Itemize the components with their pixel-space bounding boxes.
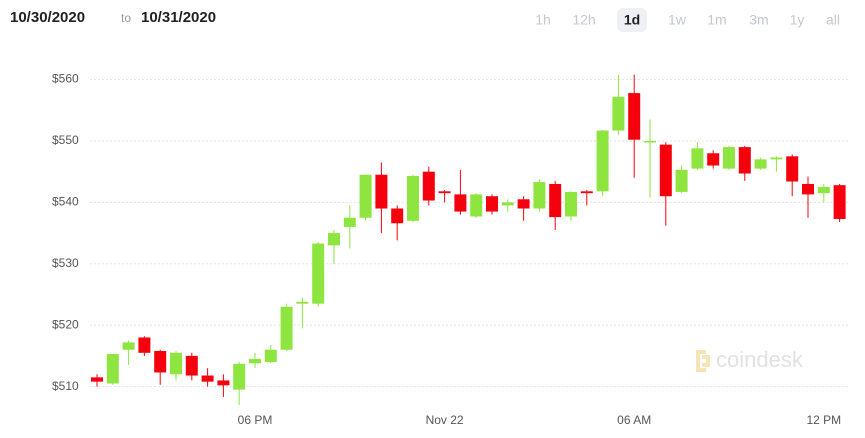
x-tick-label: Nov 22 bbox=[426, 413, 464, 427]
candle-body bbox=[375, 174, 388, 209]
candle-body bbox=[565, 191, 577, 217]
candle-body bbox=[359, 174, 372, 218]
candle-body bbox=[185, 355, 198, 376]
watermark: coindesk bbox=[696, 347, 804, 372]
candle-body bbox=[738, 147, 751, 174]
candle-body bbox=[675, 169, 688, 192]
candle-body bbox=[91, 377, 103, 382]
y-tick-label: $520 bbox=[52, 317, 79, 331]
header: 10/30/2020 to 10/31/2020 bbox=[10, 9, 216, 26]
date-to: 10/31/2020 bbox=[141, 9, 216, 26]
candle-body bbox=[106, 354, 119, 384]
x-tick-label: 06 AM bbox=[617, 413, 651, 427]
candle-body bbox=[201, 375, 214, 382]
candle-body bbox=[659, 144, 672, 197]
watermark-logo bbox=[696, 350, 710, 372]
candle-body bbox=[312, 243, 325, 304]
y-tick-label: $510 bbox=[52, 379, 79, 393]
candle-body bbox=[707, 153, 720, 166]
candle-body bbox=[454, 194, 467, 212]
candle-body bbox=[517, 199, 530, 209]
candle-body bbox=[723, 147, 735, 169]
candle-body bbox=[138, 337, 151, 353]
candle-body bbox=[628, 93, 641, 140]
candle-body bbox=[833, 185, 846, 219]
range-button[interactable]: 1w bbox=[668, 12, 687, 28]
candle-body bbox=[501, 202, 514, 206]
range-button[interactable]: all bbox=[826, 12, 840, 28]
candle-body bbox=[154, 350, 167, 373]
date-from: 10/30/2020 bbox=[10, 9, 85, 26]
y-tick-label: $540 bbox=[52, 195, 79, 209]
candle-body bbox=[407, 175, 419, 221]
y-tick-label: $530 bbox=[52, 256, 79, 270]
candle-body bbox=[233, 363, 246, 390]
candle-body bbox=[391, 208, 404, 224]
range-button[interactable]: 1m bbox=[707, 12, 726, 28]
candle-body bbox=[264, 349, 277, 363]
candle-body bbox=[122, 342, 135, 350]
candle-body bbox=[328, 233, 340, 246]
candle-body bbox=[249, 358, 261, 364]
x-tick-label: 12 PM bbox=[806, 413, 841, 427]
range-button[interactable]: 1y bbox=[790, 12, 805, 28]
candle-body bbox=[691, 148, 704, 169]
candle-body bbox=[438, 191, 451, 194]
candle-body bbox=[280, 306, 293, 350]
x-tick-label: 06 PM bbox=[238, 413, 273, 427]
candle-body bbox=[770, 157, 783, 160]
candle-body bbox=[802, 183, 814, 195]
y-tick-label: $560 bbox=[52, 72, 79, 86]
range-button[interactable]: 3m bbox=[749, 12, 768, 28]
watermark-text: coindesk bbox=[716, 347, 804, 372]
candle-body bbox=[596, 130, 609, 192]
candle-body bbox=[296, 301, 309, 304]
candle-body bbox=[486, 196, 498, 212]
candle-body bbox=[786, 156, 799, 182]
candle-body bbox=[580, 191, 593, 194]
candle-body bbox=[170, 352, 182, 375]
candle-body bbox=[470, 194, 483, 217]
candle-body bbox=[533, 182, 546, 209]
candle-body bbox=[343, 217, 356, 227]
date-to-word: to bbox=[121, 11, 131, 25]
candle-body bbox=[422, 171, 435, 201]
candle-body bbox=[549, 183, 562, 218]
range-button[interactable]: 1h bbox=[535, 12, 551, 28]
range-button-bg bbox=[617, 8, 647, 32]
candle-body bbox=[612, 96, 625, 131]
range-button[interactable]: 12h bbox=[572, 12, 595, 28]
candle-body bbox=[217, 380, 230, 386]
candle-body bbox=[817, 187, 830, 194]
range-button[interactable]: 1d bbox=[624, 12, 640, 28]
y-tick-label: $550 bbox=[52, 133, 79, 147]
candle-body bbox=[754, 159, 767, 169]
candle-body bbox=[644, 140, 656, 143]
